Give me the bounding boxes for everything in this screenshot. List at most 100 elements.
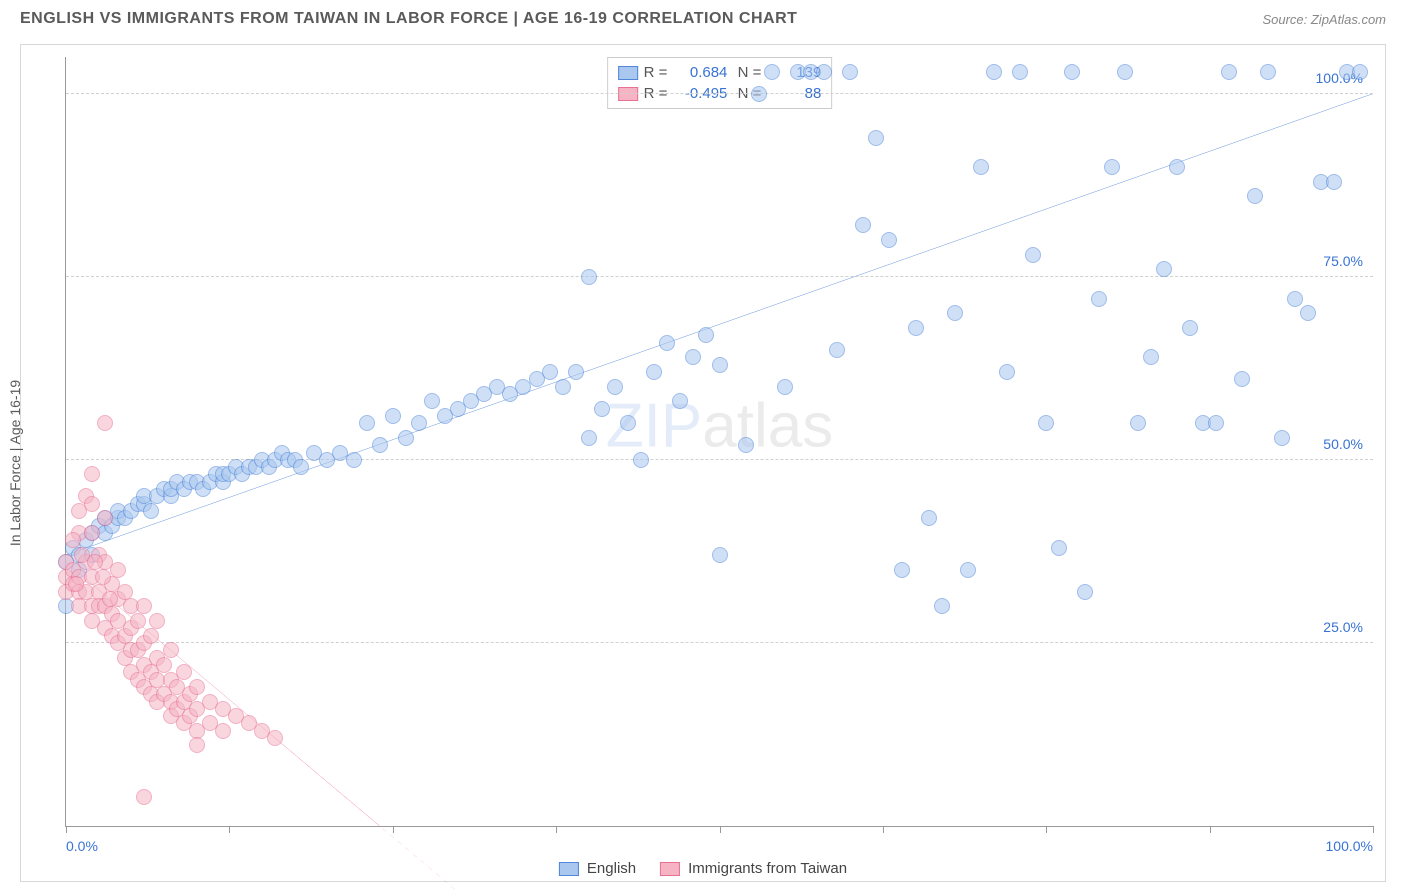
data-point <box>712 547 728 563</box>
x-tick-label: 0.0% <box>66 838 98 854</box>
data-point <box>102 591 118 607</box>
data-point <box>555 379 571 395</box>
data-point <box>1169 159 1185 175</box>
legend-label-taiwan: Immigrants from Taiwan <box>688 860 847 877</box>
data-point <box>267 730 283 746</box>
data-point <box>65 532 81 548</box>
gridline <box>66 642 1373 643</box>
data-point <box>947 305 963 321</box>
x-tick <box>1046 826 1047 833</box>
data-point <box>1077 584 1093 600</box>
x-tick <box>1210 826 1211 833</box>
data-point <box>97 510 113 526</box>
data-point <box>1104 159 1120 175</box>
data-point <box>398 430 414 446</box>
data-point <box>842 64 858 80</box>
y-tick-label: 25.0% <box>1323 619 1363 635</box>
data-point <box>855 217 871 233</box>
data-point <box>659 335 675 351</box>
data-point <box>751 86 767 102</box>
data-point <box>1260 64 1276 80</box>
data-point <box>1208 415 1224 431</box>
data-point <box>97 415 113 431</box>
data-point <box>68 576 84 592</box>
data-point <box>143 503 159 519</box>
data-point <box>672 393 688 409</box>
x-tick <box>556 826 557 833</box>
data-point <box>1287 291 1303 307</box>
data-point <box>1130 415 1146 431</box>
data-point <box>1051 540 1067 556</box>
data-point <box>1234 371 1250 387</box>
data-point <box>1117 64 1133 80</box>
legend-swatch-taiwan <box>660 862 680 876</box>
data-point <box>176 664 192 680</box>
r-value-english: 0.684 <box>673 62 727 83</box>
data-point <box>411 415 427 431</box>
data-point <box>829 342 845 358</box>
data-point <box>95 569 111 585</box>
data-point <box>960 562 976 578</box>
y-tick-label: 50.0% <box>1323 436 1363 452</box>
data-point <box>1274 430 1290 446</box>
data-point <box>1221 64 1237 80</box>
data-point <box>156 657 172 673</box>
chart-container: In Labor Force | Age 16-19 ZIPatlas R = … <box>20 44 1386 882</box>
data-point <box>881 232 897 248</box>
data-point <box>1156 261 1172 277</box>
data-point <box>136 598 152 614</box>
data-point <box>385 408 401 424</box>
data-point <box>117 584 133 600</box>
data-point <box>777 379 793 395</box>
x-tick-label: 100.0% <box>1326 838 1373 854</box>
data-point <box>1247 188 1263 204</box>
data-point <box>646 364 662 380</box>
data-point <box>1091 291 1107 307</box>
data-point <box>581 269 597 285</box>
legend-label-english: English <box>587 860 636 877</box>
data-point <box>359 415 375 431</box>
data-point <box>215 723 231 739</box>
y-axis-label: In Labor Force | Age 16-19 <box>7 380 23 546</box>
x-tick <box>720 826 721 833</box>
x-tick <box>229 826 230 833</box>
data-point <box>1326 174 1342 190</box>
data-point <box>110 562 126 578</box>
data-point <box>149 613 165 629</box>
data-point <box>999 364 1015 380</box>
data-point <box>620 415 636 431</box>
data-point <box>581 430 597 446</box>
data-point <box>372 437 388 453</box>
x-tick <box>883 826 884 833</box>
data-point <box>84 466 100 482</box>
data-point <box>1352 64 1368 80</box>
data-point <box>934 598 950 614</box>
data-point <box>424 393 440 409</box>
data-point <box>894 562 910 578</box>
data-point <box>868 130 884 146</box>
data-point <box>542 364 558 380</box>
legend-item-taiwan: Immigrants from Taiwan <box>660 860 847 877</box>
legend-item-english: English <box>559 860 636 877</box>
data-point <box>84 496 100 512</box>
data-point <box>1182 320 1198 336</box>
plot-area: ZIPatlas R = 0.684 N = 139 R = -0.495 N … <box>65 57 1373 827</box>
data-point <box>973 159 989 175</box>
data-point <box>1064 64 1080 80</box>
data-point <box>921 510 937 526</box>
chart-title: ENGLISH VS IMMIGRANTS FROM TAIWAN IN LAB… <box>20 10 797 28</box>
x-tick <box>393 826 394 833</box>
data-point <box>764 64 780 80</box>
data-point <box>1300 305 1316 321</box>
x-tick <box>1373 826 1374 833</box>
data-point <box>986 64 1002 80</box>
source-label: Source: ZipAtlas.com <box>1262 12 1386 27</box>
swatch-english <box>618 66 638 80</box>
data-point <box>685 349 701 365</box>
data-point <box>136 789 152 805</box>
legend-swatch-english <box>559 862 579 876</box>
y-tick-label: 75.0% <box>1323 253 1363 269</box>
x-tick <box>66 826 67 833</box>
bottom-legend: English Immigrants from Taiwan <box>559 860 847 877</box>
data-point <box>698 327 714 343</box>
